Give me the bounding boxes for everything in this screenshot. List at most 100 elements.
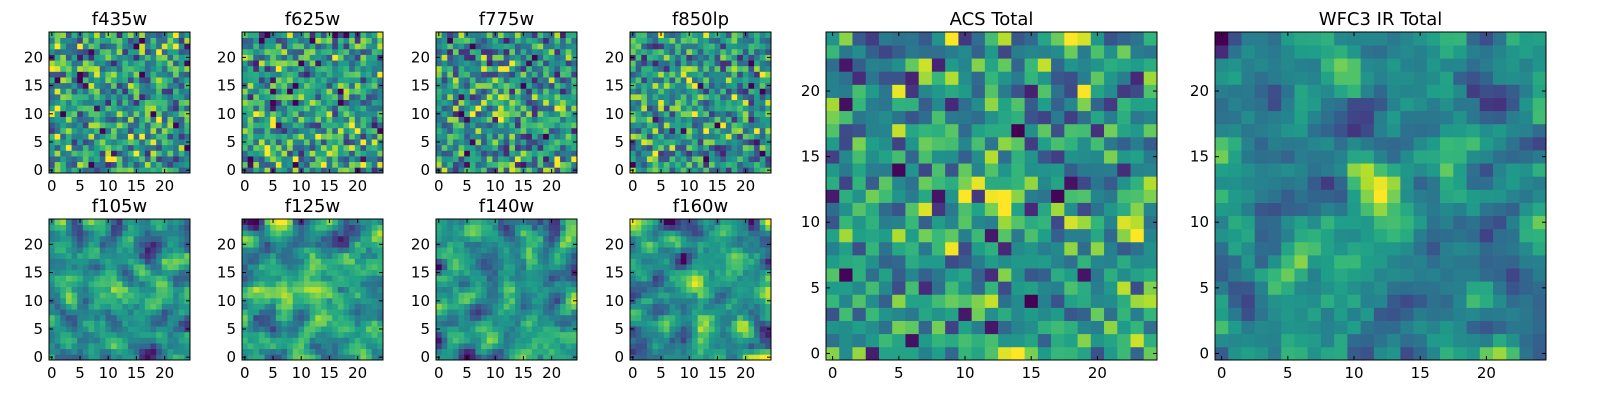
heatmap-cell [641, 161, 648, 168]
heatmap-cell [742, 71, 749, 78]
heatmap-cell [82, 314, 89, 321]
heatmap-cell [675, 60, 682, 67]
heatmap-cell [320, 156, 327, 163]
heatmap-cell [441, 116, 448, 123]
heatmap-cell [332, 122, 339, 129]
heatmap-cell [526, 139, 533, 146]
heatmap-cell [703, 122, 710, 129]
heatmap-cell [99, 219, 106, 225]
heatmap-cell [82, 139, 89, 146]
heatmap-cell [731, 314, 738, 321]
heatmap-cell [343, 224, 350, 231]
heatmap-cell [554, 343, 561, 350]
heatmap-cell [548, 326, 555, 333]
heatmap-cell [99, 314, 106, 321]
heatmap-cell [441, 48, 448, 55]
heatmap-cell [320, 343, 327, 350]
heatmap-cell [178, 224, 185, 231]
heatmap-cell [332, 264, 339, 271]
heatmap-cell [560, 331, 567, 338]
heatmap-cell [742, 314, 749, 321]
heatmap-cell [543, 65, 550, 72]
heatmap-cell [173, 116, 180, 123]
heatmap-cell [315, 127, 322, 134]
heatmap-cell [571, 116, 578, 123]
heatmap-cell [287, 297, 294, 304]
heatmap-cell [371, 94, 378, 101]
heatmap-cell [436, 348, 442, 355]
heatmap-cell [309, 303, 316, 310]
heatmap-cell [360, 235, 367, 242]
heatmap-cell [765, 161, 772, 168]
heatmap-cell [531, 82, 538, 89]
heatmap-cell [486, 275, 493, 282]
heatmap-cell [82, 82, 89, 89]
heatmap-cell [49, 60, 55, 67]
heatmap-cell [94, 219, 101, 225]
heatmap-cell [708, 348, 715, 355]
heatmap-cell [105, 258, 112, 265]
heatmap-cell [88, 99, 95, 106]
heatmap-cell [658, 122, 665, 129]
heatmap-cell [526, 110, 533, 117]
heatmap-cell [748, 275, 755, 282]
heatmap-cell [720, 88, 727, 95]
heatmap-cell [173, 133, 180, 140]
heatmap-cell [436, 77, 442, 84]
heatmap-cell [258, 297, 265, 304]
heatmap-cell [675, 139, 682, 146]
heatmap-cell [635, 320, 642, 327]
heatmap-cell [464, 320, 471, 327]
heatmap-cell [765, 99, 772, 106]
heatmap-cell [94, 48, 101, 55]
heatmap-cell [754, 348, 761, 355]
heatmap-cell [492, 48, 499, 55]
heatmap-cell [464, 230, 471, 237]
heatmap-cell [337, 269, 344, 276]
heatmap-cell [663, 94, 670, 101]
heatmap-cell [264, 37, 271, 44]
heatmap-cell [71, 167, 78, 174]
heatmap-cell [669, 116, 676, 123]
x-tick-label: 5 [656, 177, 666, 195]
heatmap-cell [514, 320, 521, 327]
heatmap-cell [281, 219, 288, 225]
heatmap-cell [332, 320, 339, 327]
heatmap-cell [548, 264, 555, 271]
heatmap-cell [144, 258, 151, 265]
heatmap-cell [116, 269, 123, 276]
heatmap-cell [458, 297, 465, 304]
heatmap-cell [156, 82, 163, 89]
heatmap-cell [708, 65, 715, 72]
heatmap-cell [748, 71, 755, 78]
heatmap-cell [242, 48, 248, 55]
heatmap-cell [315, 54, 322, 61]
heatmap-cell [337, 122, 344, 129]
heatmap-cell [184, 224, 191, 231]
heatmap-cell [663, 275, 670, 282]
heatmap-cell [675, 286, 682, 293]
heatmap-cell [543, 297, 550, 304]
heatmap-cell [492, 77, 499, 84]
heatmap-cell [116, 99, 123, 106]
heatmap-cell [71, 60, 78, 67]
heatmap-cell [646, 43, 653, 50]
heatmap-cell [680, 139, 687, 146]
heatmap-cell [531, 60, 538, 67]
heatmap-cell [122, 224, 129, 231]
heatmap-cell [377, 292, 384, 299]
heatmap-cell [565, 122, 572, 129]
heatmap-cell [309, 241, 316, 248]
heatmap-cell [548, 37, 555, 44]
heatmap-cell [309, 320, 316, 327]
heatmap-cell [441, 235, 448, 242]
heatmap-cell [447, 133, 454, 140]
heatmap-cell [725, 292, 732, 299]
heatmap-cell [127, 32, 134, 38]
heatmap-cell [88, 343, 95, 350]
heatmap-cell [526, 144, 533, 151]
heatmap-cell [133, 224, 140, 231]
heatmap-cell [247, 331, 254, 338]
